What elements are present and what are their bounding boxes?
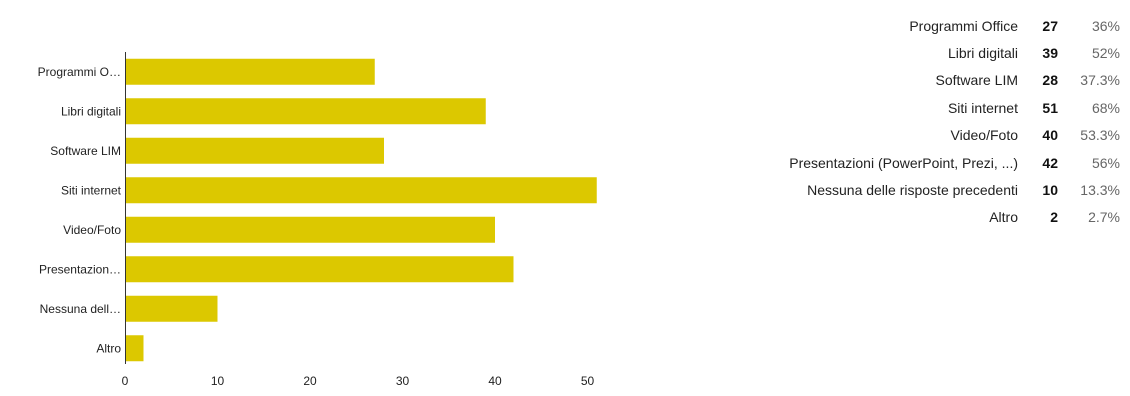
x-tick-label: 0 bbox=[122, 374, 129, 388]
category-label: Nessuna dell… bbox=[40, 302, 121, 316]
category-label: Video/Foto bbox=[63, 223, 121, 237]
summary-percent: 53.3% bbox=[1080, 127, 1120, 144]
summary-row: Altro 2 2.7% bbox=[660, 204, 1120, 231]
summary-table: Programmi Office 27 36% Libri digitali 3… bbox=[660, 12, 1120, 231]
summary-percent: 36% bbox=[1091, 17, 1120, 34]
bar bbox=[126, 137, 384, 164]
summary-option-label: Programmi Office bbox=[909, 17, 1018, 34]
bar bbox=[126, 335, 144, 362]
summary-option-label: Siti internet bbox=[947, 99, 1018, 116]
category-label: Siti internet bbox=[61, 183, 122, 197]
summary-count: 39 bbox=[1042, 45, 1058, 62]
summary-option-label: Altro bbox=[989, 209, 1018, 226]
x-tick-label: 30 bbox=[396, 374, 410, 388]
category-label: Programmi O… bbox=[38, 65, 121, 79]
summary-count: 40 bbox=[1042, 127, 1058, 144]
summary-count: 2 bbox=[1050, 209, 1058, 226]
bar-chart: Programmi O… Libri digitali Software LIM Si… bbox=[38, 52, 597, 388]
x-tick-label: 20 bbox=[303, 374, 317, 388]
bar bbox=[126, 58, 375, 85]
summary-row: Software LIM 28 37.3% bbox=[660, 67, 1120, 94]
x-tick-label: 50 bbox=[581, 374, 595, 388]
summary-row: Presentazioni (PowerPoint, Prezi, ...) 4… bbox=[660, 149, 1120, 176]
summary-option-label: Video/Foto bbox=[950, 127, 1018, 144]
summary-count: 10 bbox=[1042, 182, 1058, 199]
summary-option-label: Nessuna delle risposte precedenti bbox=[807, 182, 1018, 199]
category-label: Altro bbox=[96, 341, 121, 355]
summary-row: Nessuna delle risposte precedenti 10 13.… bbox=[660, 176, 1120, 203]
summary-row: Programmi Office 27 36% bbox=[660, 12, 1120, 39]
x-tick-label: 10 bbox=[211, 374, 225, 388]
summary-percent: 68% bbox=[1091, 99, 1120, 116]
bar bbox=[126, 98, 486, 125]
bar bbox=[126, 177, 597, 204]
summary-percent: 2.7% bbox=[1088, 209, 1120, 226]
summary-percent: 56% bbox=[1091, 154, 1120, 171]
category-label: Software LIM bbox=[50, 144, 121, 158]
summary-percent: 37.3% bbox=[1080, 72, 1120, 89]
bar bbox=[126, 256, 514, 283]
summary-row: Libri digitali 39 52% bbox=[660, 39, 1120, 66]
summary-option-label: Presentazioni (PowerPoint, Prezi, ...) bbox=[789, 154, 1018, 171]
bar bbox=[126, 295, 218, 322]
summary-row: Video/Foto 40 53.3% bbox=[660, 122, 1120, 149]
category-label: Presentazion… bbox=[39, 262, 121, 276]
summary-percent: 13.3% bbox=[1080, 182, 1120, 199]
category-label: Libri digitali bbox=[61, 104, 121, 118]
summary-count: 51 bbox=[1042, 99, 1058, 116]
summary-count: 42 bbox=[1042, 154, 1058, 171]
summary-option-label: Libri digitali bbox=[947, 45, 1018, 62]
summary-row: Siti internet 51 68% bbox=[660, 94, 1120, 121]
bar-chart-svg: Programmi O… Libri digitali Software LIM Si… bbox=[38, 52, 597, 388]
x-tick-label: 40 bbox=[488, 374, 502, 388]
summary-count: 27 bbox=[1042, 17, 1058, 34]
summary-option-label: Software LIM bbox=[935, 72, 1018, 89]
bar bbox=[126, 216, 495, 243]
summary-percent: 52% bbox=[1091, 45, 1120, 62]
summary-count: 28 bbox=[1042, 72, 1058, 89]
